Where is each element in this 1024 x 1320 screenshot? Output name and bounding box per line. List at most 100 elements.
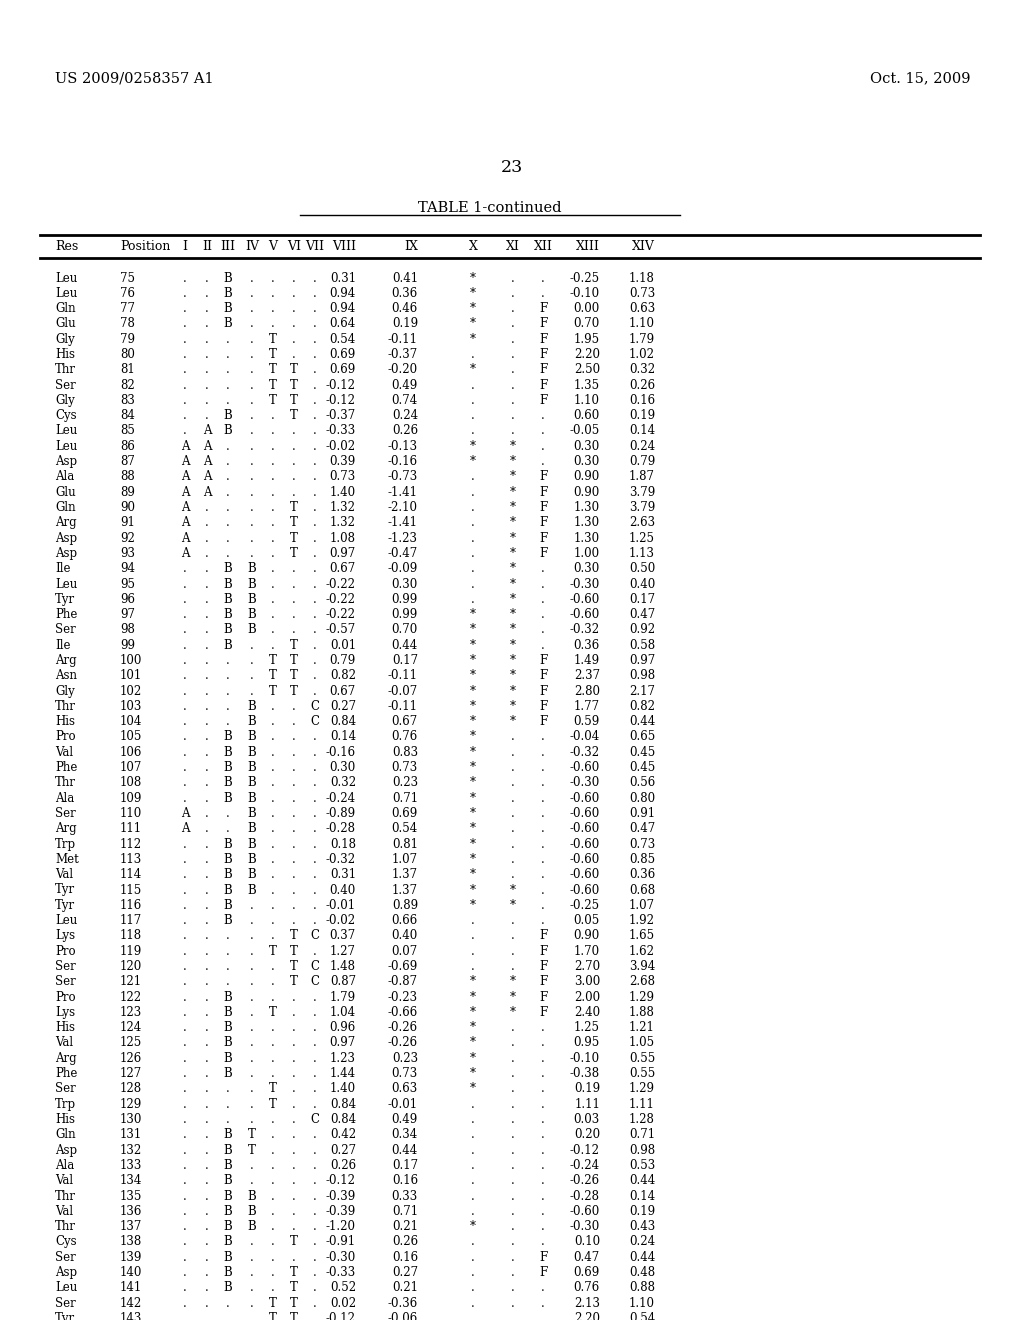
Text: .: . — [471, 1236, 475, 1249]
Text: 1.10: 1.10 — [629, 1296, 655, 1309]
Text: Val: Val — [55, 869, 73, 882]
Text: Ala: Ala — [55, 1159, 75, 1172]
Text: 124: 124 — [120, 1022, 142, 1034]
Text: .: . — [271, 1236, 274, 1249]
Text: .: . — [205, 746, 209, 759]
Text: *: * — [470, 715, 476, 729]
Text: T: T — [290, 1266, 298, 1279]
Text: .: . — [541, 1189, 545, 1203]
Text: .: . — [511, 960, 515, 973]
Text: 0.69: 0.69 — [392, 807, 418, 820]
Text: 2.68: 2.68 — [629, 975, 655, 989]
Text: .: . — [271, 1220, 274, 1233]
Text: .: . — [313, 1220, 316, 1233]
Text: 0.70: 0.70 — [392, 623, 418, 636]
Text: .: . — [313, 653, 316, 667]
Text: Res: Res — [55, 240, 78, 253]
Text: T: T — [290, 502, 298, 513]
Text: 0.48: 0.48 — [629, 1266, 655, 1279]
Text: 0.74: 0.74 — [392, 393, 418, 407]
Text: .: . — [471, 1251, 475, 1263]
Text: 0.01: 0.01 — [330, 639, 356, 652]
Text: B: B — [223, 1159, 232, 1172]
Text: .: . — [226, 1082, 229, 1096]
Text: 0.84: 0.84 — [330, 715, 356, 729]
Text: *: * — [510, 685, 516, 697]
Text: .: . — [471, 1296, 475, 1309]
Text: .: . — [511, 363, 515, 376]
Text: 0.10: 0.10 — [573, 1236, 600, 1249]
Text: Leu: Leu — [55, 286, 77, 300]
Text: .: . — [313, 455, 316, 469]
Text: .: . — [313, 1159, 316, 1172]
Text: *: * — [470, 746, 476, 759]
Text: .: . — [541, 425, 545, 437]
Text: .: . — [205, 1052, 209, 1065]
Text: .: . — [313, 1205, 316, 1218]
Text: 0.19: 0.19 — [629, 1205, 655, 1218]
Text: 1.29: 1.29 — [629, 990, 655, 1003]
Text: 0.56: 0.56 — [629, 776, 655, 789]
Text: B: B — [223, 425, 232, 437]
Text: B: B — [223, 883, 232, 896]
Text: 92: 92 — [120, 532, 135, 545]
Text: 1.40: 1.40 — [330, 1082, 356, 1096]
Text: .: . — [205, 1220, 209, 1233]
Text: .: . — [292, 470, 296, 483]
Text: .: . — [271, 838, 274, 850]
Text: T: T — [269, 653, 276, 667]
Text: .: . — [205, 1036, 209, 1049]
Text: 0.26: 0.26 — [330, 1159, 356, 1172]
Text: 138: 138 — [120, 1236, 142, 1249]
Text: .: . — [313, 913, 316, 927]
Text: *: * — [470, 1022, 476, 1034]
Text: His: His — [55, 1022, 75, 1034]
Text: 98: 98 — [120, 623, 135, 636]
Text: 79: 79 — [120, 333, 135, 346]
Text: Phe: Phe — [55, 762, 78, 774]
Text: *: * — [470, 272, 476, 285]
Text: .: . — [541, 1296, 545, 1309]
Text: Val: Val — [55, 1036, 73, 1049]
Text: 0.17: 0.17 — [392, 653, 418, 667]
Text: .: . — [250, 286, 254, 300]
Text: .: . — [292, 1205, 296, 1218]
Text: .: . — [205, 869, 209, 882]
Text: B: B — [223, 746, 232, 759]
Text: 0.14: 0.14 — [629, 1189, 655, 1203]
Text: *: * — [470, 883, 476, 896]
Text: .: . — [226, 363, 229, 376]
Text: .: . — [292, 853, 296, 866]
Text: 1.37: 1.37 — [392, 883, 418, 896]
Text: 3.00: 3.00 — [573, 975, 600, 989]
Text: .: . — [511, 869, 515, 882]
Text: B: B — [223, 317, 232, 330]
Text: Leu: Leu — [55, 272, 77, 285]
Text: .: . — [292, 1022, 296, 1034]
Text: -0.20: -0.20 — [388, 363, 418, 376]
Text: 1.37: 1.37 — [392, 869, 418, 882]
Text: .: . — [183, 1282, 186, 1295]
Text: 1.00: 1.00 — [573, 546, 600, 560]
Text: 87: 87 — [120, 455, 135, 469]
Text: 0.99: 0.99 — [392, 609, 418, 622]
Text: F: F — [539, 502, 547, 513]
Text: -0.28: -0.28 — [570, 1189, 600, 1203]
Text: .: . — [205, 333, 209, 346]
Text: B: B — [223, 578, 232, 590]
Text: *: * — [470, 730, 476, 743]
Text: .: . — [250, 348, 254, 360]
Text: .: . — [541, 1205, 545, 1218]
Text: .: . — [541, 1098, 545, 1110]
Text: -0.22: -0.22 — [326, 593, 356, 606]
Text: .: . — [271, 869, 274, 882]
Text: T: T — [269, 393, 276, 407]
Text: 97: 97 — [120, 609, 135, 622]
Text: T: T — [248, 1143, 256, 1156]
Text: XI: XI — [506, 240, 520, 253]
Text: *: * — [470, 317, 476, 330]
Text: .: . — [471, 393, 475, 407]
Text: 0.90: 0.90 — [573, 486, 600, 499]
Text: 0.97: 0.97 — [330, 546, 356, 560]
Text: *: * — [510, 455, 516, 469]
